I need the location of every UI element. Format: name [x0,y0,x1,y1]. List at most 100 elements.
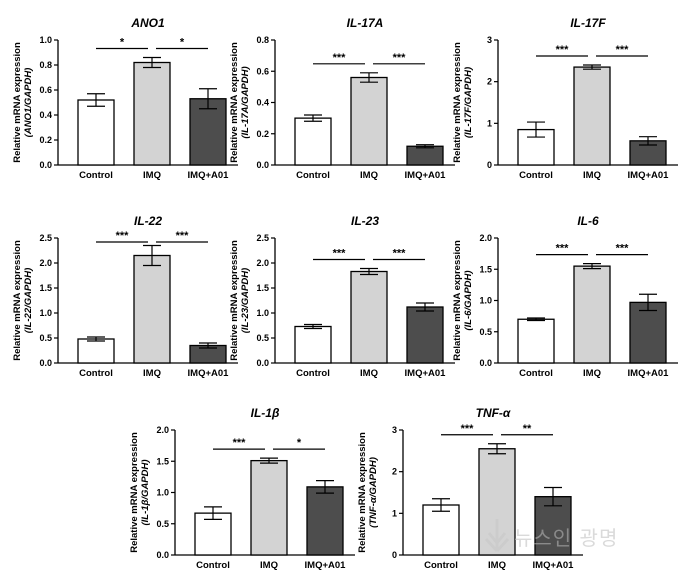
bar-imq-a01 [306,486,344,556]
y-tick-label: 2.0 [156,425,169,435]
y-tick-label: 0.0 [479,358,492,368]
category-label: IMQ [360,368,378,379]
category-label: IMQ+A01 [533,560,575,571]
bar-imq [133,61,171,166]
bar-imq [250,459,288,556]
y-axis-label: Relative mRNA expression [229,42,240,163]
y-axis-label-gene: (IL-6/GAPDH) [463,270,474,330]
significance-marker: *** [616,44,630,56]
bar-imq [573,265,611,364]
y-axis-label: Relative mRNA expression [129,432,140,553]
category-label: IMQ+A01 [405,368,447,379]
significance-marker: *** [556,44,570,56]
significance-marker: *** [333,248,347,260]
chart-title: IL-17F [570,16,606,30]
chart-panel-5: IL-23 Relative mRNA expression (IL-23/GAPD… [229,214,455,379]
y-axis-label: Relative mRNA expression [357,432,368,553]
significance-marker: *** [116,230,130,242]
y-tick-label: 0.2 [256,129,269,139]
category-label: IMQ [488,560,506,571]
chart-title: ANO1 [130,16,165,30]
bar-control [517,318,555,364]
y-tick-label: 1.5 [256,283,269,293]
category-label: IMQ+A01 [628,170,670,181]
category-label: Control [79,368,113,379]
category-label: Control [296,170,330,181]
bar-control [77,338,115,364]
y-tick-label: 0.5 [479,327,492,337]
chart-title: TNF-α [476,406,511,420]
category-label: IMQ+A01 [628,368,670,379]
chart-title: IL-23 [351,214,379,228]
category-label: Control [519,170,553,181]
y-tick-label: 0 [392,550,397,560]
bar-imq [133,254,171,364]
y-tick-label: 1.5 [479,264,492,274]
category-label: Control [79,170,113,181]
y-axis-label-gene: (IL-1β/GAPDH) [140,459,151,525]
y-tick-label: 0.8 [39,60,52,70]
bar-control [294,117,332,166]
significance-marker: * [120,37,125,49]
significance-marker: *** [556,243,570,255]
y-tick-label: 0 [487,160,492,170]
y-tick-label: 1.0 [156,488,169,498]
y-tick-label: 0.6 [256,66,269,76]
category-label: IMQ [583,170,601,181]
category-label: IMQ+A01 [405,170,447,181]
bar-control [294,325,332,364]
y-tick-label: 2.0 [479,233,492,243]
y-tick-label: 0.4 [39,110,52,120]
bar-imq-a01 [406,306,444,364]
category-label: IMQ [360,170,378,181]
bar-imq [573,66,611,166]
y-tick-label: 1.0 [39,35,52,45]
y-axis-label-gene: (ANO1/GAPDH) [23,68,34,138]
chart-panel-7: IL-1β Relative mRNA expression (IL-1β/GAPD… [129,406,355,571]
y-tick-label: 0.0 [256,358,269,368]
y-axis-label-gene: (IL-17A/GAPDH) [240,66,251,138]
significance-marker: *** [333,52,347,64]
chart-panel-1: ANO1 Relative mRNA expression (ANO1/GAPDH)… [12,16,238,181]
category-label: Control [296,368,330,379]
y-axis-label: Relative mRNA expression [12,240,23,361]
bar-control [194,512,232,556]
y-tick-label: 1 [392,508,397,518]
category-label: IMQ [583,368,601,379]
category-label: IMQ+A01 [188,368,230,379]
chart-title: IL-22 [134,214,162,228]
y-tick-label: 2.5 [256,233,269,243]
chart-panel-2: IL-17A Relative mRNA expression (IL-17A/GA… [229,16,455,181]
category-label: IMQ+A01 [305,560,347,571]
chart-panel-4: IL-22 Relative mRNA expression (IL-22/GAPD… [12,214,238,379]
bar-imq [350,270,388,364]
chart-title: IL-17A [347,16,384,30]
y-axis-label: Relative mRNA expression [452,240,463,361]
y-tick-label: 1.0 [39,308,52,318]
category-label: Control [519,368,553,379]
y-axis-label-gene: (TNF-α/GAPDH) [368,457,379,528]
y-axis-label-gene: (IL-23/GAPDH) [240,268,251,333]
y-axis-label-gene: (IL-17F/GAPDH) [463,67,474,138]
y-tick-label: 2 [487,77,492,87]
y-axis-label-gene: (IL-22/GAPDH) [23,268,34,333]
y-tick-label: 0.6 [39,85,52,95]
y-tick-label: 0.5 [256,333,269,343]
y-axis-label: Relative mRNA expression [452,42,463,163]
chart-panel-8: TNF-α Relative mRNA expression (TNF-α/GAPD… [357,406,583,571]
y-tick-label: 3 [392,425,397,435]
bar-control [422,504,460,556]
significance-marker: * [297,437,302,449]
significance-marker: * [180,37,185,49]
y-tick-label: 3 [487,35,492,45]
y-tick-label: 0.5 [156,519,169,529]
category-label: Control [196,560,230,571]
significance-marker: *** [616,243,630,255]
watermark-logo-icon [484,519,510,553]
y-tick-label: 0.4 [256,98,269,108]
bar-imq-a01 [406,145,444,166]
y-tick-label: 1.0 [256,308,269,318]
category-label: IMQ+A01 [188,170,230,181]
watermark-text: 뉴스인 광명 [514,526,619,550]
